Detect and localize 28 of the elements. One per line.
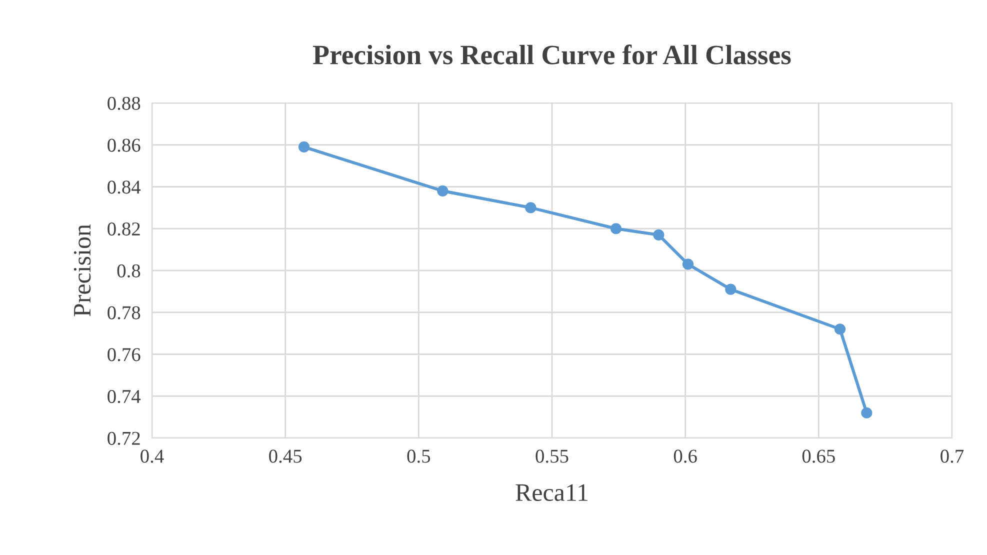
y-tick-label: 0.8 [117,264,140,278]
x-tick-label: 0.65 [802,450,835,463]
x-tick-label: 0.7 [940,450,964,463]
point [861,407,872,418]
point [682,258,694,270]
point [610,223,622,234]
x-tick-label: 0.45 [269,450,302,463]
y-tick-label: 0.76 [108,348,140,362]
y-tick-label: 0.84 [108,180,141,194]
point [437,185,448,196]
x-tick-label: 0.55 [536,450,568,463]
y-tick-label: 0.86 [108,138,140,152]
y-tick-label: 0.72 [108,432,140,446]
y-tick-label: 0.88 [108,96,140,110]
x-tick-label: 0.4 [140,450,164,463]
y-tick-label: 0.82 [108,222,140,236]
x-tick-label: 0.5 [407,450,430,463]
y-tick-label: 0.78 [108,306,140,320]
y-tick-label: 0.74 [108,390,141,404]
x-tick-label: 0.6 [674,450,697,463]
y-axis-title: Precision [74,224,91,316]
chart-title: Precision vs Recall Curve for All Classes [313,44,791,64]
x-axis-title: Reca11 [516,484,588,502]
point [725,284,736,295]
point [653,229,664,240]
point [834,324,846,335]
point [525,202,536,214]
point [298,141,310,153]
